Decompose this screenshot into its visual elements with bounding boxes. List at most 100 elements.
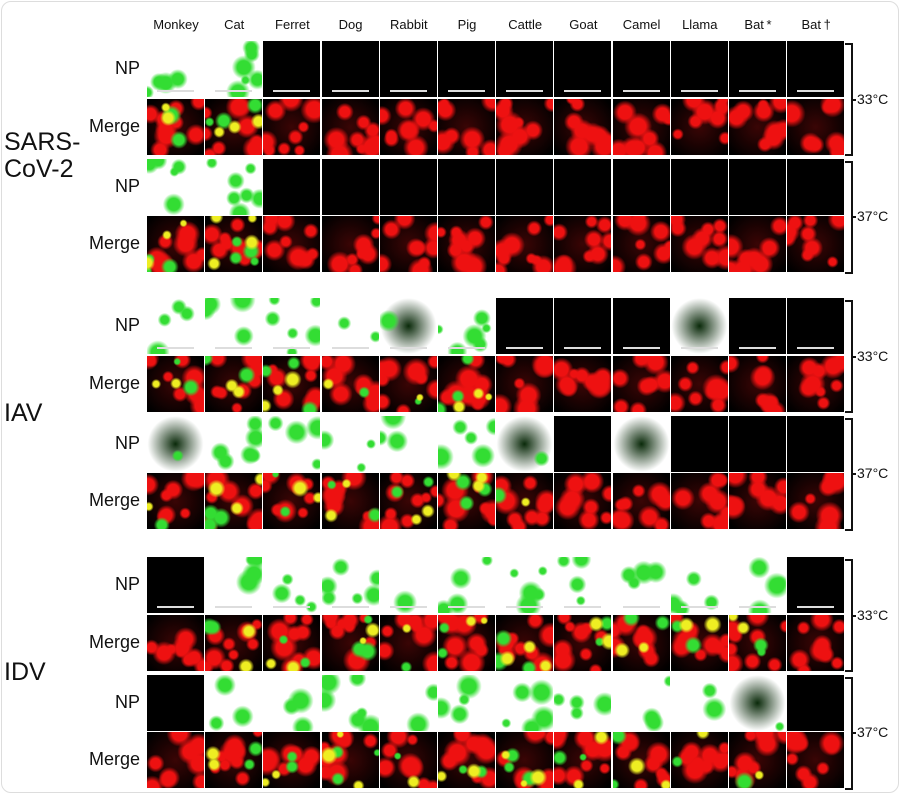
row-label-np: NP <box>114 175 140 196</box>
merge-panel-2 <box>263 614 321 671</box>
virus-label-line: IAV <box>4 398 43 427</box>
row-label-merge: Merge <box>88 233 140 253</box>
merge-panel-1 <box>205 614 263 671</box>
temperature-label: 33°C <box>857 347 889 364</box>
bracket-tick <box>851 614 856 617</box>
merge-panel-0 <box>147 216 204 272</box>
np-panel-6 <box>496 41 554 97</box>
scale-bar <box>389 347 427 349</box>
merge-panel-2 <box>263 732 321 788</box>
np-panel-4 <box>379 158 437 215</box>
np-panel-10 <box>729 41 786 97</box>
merge-panel-4 <box>379 216 437 272</box>
merge-panel-8 <box>612 98 670 155</box>
np-panel-7 <box>554 158 612 215</box>
scale-bar <box>797 347 835 349</box>
merge-panel-10 <box>729 473 786 529</box>
scale-bar <box>215 90 253 92</box>
np-panel-1 <box>205 415 263 472</box>
np-panel-4 <box>379 298 437 354</box>
merge-panel-3 <box>321 614 379 671</box>
temperature-label: 37°C <box>857 465 889 481</box>
merge-panel-5 <box>438 355 495 412</box>
column-header-11: Bat † <box>801 17 831 32</box>
merge-panel-7 <box>554 473 612 529</box>
scale-bar <box>622 606 660 608</box>
merge-panel-6 <box>496 614 554 671</box>
temperature-label: 33°C <box>857 90 889 107</box>
np-panel-8 <box>612 674 670 731</box>
np-panel-8 <box>612 41 670 97</box>
merge-panel-0 <box>147 355 204 412</box>
merge-panel-0 <box>147 732 204 788</box>
np-panel-11 <box>787 41 845 97</box>
bracket-tick <box>851 473 856 475</box>
np-panel-7 <box>554 674 612 731</box>
merge-panel-3 <box>321 355 379 412</box>
merge-panel-11 <box>787 216 845 272</box>
column-header-6: Cattle <box>508 17 543 32</box>
merge-panel-10 <box>729 732 786 788</box>
scale-bar <box>215 606 253 608</box>
row-label-np: NP <box>114 432 140 453</box>
merge-panel-6 <box>496 216 554 272</box>
merge-panel-8 <box>612 732 670 788</box>
np-panel-7 <box>554 557 612 613</box>
np-panel-3 <box>321 557 379 613</box>
np-panel-0 <box>147 298 204 354</box>
np-panel-7 <box>554 298 612 354</box>
column-header-9: Llama <box>682 17 718 32</box>
row-label-merge: Merge <box>88 115 140 136</box>
np-panel-1 <box>205 158 263 215</box>
scale-bar <box>739 90 776 92</box>
scale-bar <box>273 90 311 92</box>
virus-label-line: CoV-2 <box>4 155 74 183</box>
virus-label: SARS- CoV-2 <box>4 129 80 183</box>
scale-bar <box>389 606 427 608</box>
np-panel-9 <box>670 41 728 97</box>
np-panel-8 <box>612 557 670 613</box>
np-panel-8 <box>612 158 670 215</box>
scale-bar <box>448 347 485 349</box>
row-label-merge: Merge <box>88 372 140 393</box>
scale-bar <box>564 606 602 608</box>
merge-panel-0 <box>147 473 204 529</box>
merge-panel-7 <box>554 732 612 788</box>
np-panel-3 <box>321 415 379 472</box>
np-panel-5 <box>438 298 495 354</box>
np-panel-6 <box>496 557 554 613</box>
merge-panel-5 <box>438 732 495 788</box>
merge-panel-1 <box>205 732 263 788</box>
merge-panel-9 <box>670 614 728 671</box>
scale-bar <box>273 347 311 349</box>
scale-bar <box>739 347 776 349</box>
np-panel-6 <box>496 674 554 731</box>
merge-panel-3 <box>321 216 379 272</box>
scale-bar <box>622 347 660 349</box>
column-header-3: Dog <box>338 17 363 32</box>
np-panel-4 <box>379 557 437 613</box>
scale-bar <box>273 606 311 608</box>
np-panel-2 <box>263 557 321 613</box>
column-header-8: Camel <box>622 17 661 32</box>
virus-label-line: SARS- <box>4 128 81 156</box>
scale-bar <box>797 90 835 92</box>
merge-panel-6 <box>496 98 554 155</box>
scale-bar <box>506 347 544 349</box>
row-label-merge: Merge <box>88 631 140 652</box>
np-panel-10 <box>729 298 786 354</box>
merge-panel-7 <box>554 216 612 272</box>
np-panel-1 <box>205 298 263 354</box>
np-panel-9 <box>670 158 728 215</box>
np-panel-3 <box>321 674 379 731</box>
column-header-7: Goat <box>569 17 598 32</box>
np-panel-0 <box>147 158 204 215</box>
row-label-np: NP <box>114 574 140 594</box>
merge-panel-7 <box>554 614 612 671</box>
merge-panel-4 <box>379 732 437 788</box>
column-header-2: Ferret <box>275 17 310 32</box>
merge-panel-5 <box>438 216 495 272</box>
merge-panel-11 <box>787 355 845 412</box>
merge-panel-4 <box>379 98 437 155</box>
